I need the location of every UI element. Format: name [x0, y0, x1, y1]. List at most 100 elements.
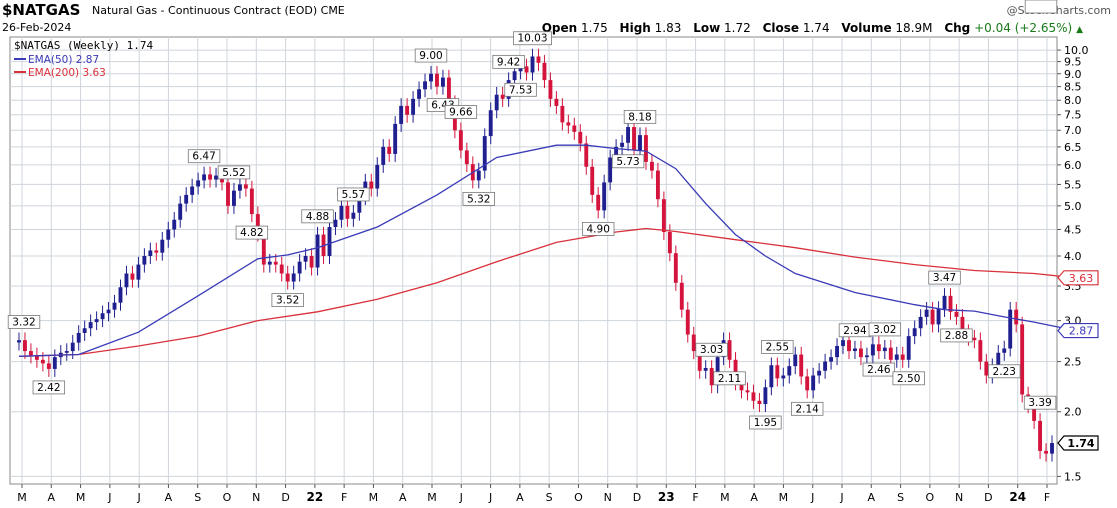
candle-body — [978, 340, 983, 362]
callout-box — [462, 191, 495, 206]
candle-body — [632, 127, 636, 151]
candle-body — [560, 105, 565, 123]
x-tick-label: S — [546, 491, 553, 504]
price-tag-box — [1057, 322, 1099, 339]
low-label: Low — [693, 21, 721, 35]
up-triangle-icon: ▲ — [1076, 25, 1083, 35]
candle-body — [23, 340, 27, 352]
chart-legend: $NATGAS (Weekly) 1.74 EMA(50) 2.87EMA(200… — [14, 39, 153, 79]
candle-body — [697, 351, 702, 371]
price-callout: 5.73 — [611, 154, 645, 169]
candle-body — [918, 316, 923, 329]
instrument-description: Natural Gas - Continuous Contract (EOD) — [92, 4, 318, 17]
candle-body — [88, 322, 93, 329]
candle-body — [387, 146, 392, 154]
callout-value: 5.73 — [616, 156, 639, 168]
candle-body — [823, 361, 828, 371]
callout-value: 2.94 — [843, 325, 867, 337]
candle-body — [494, 94, 499, 111]
price-callout: 3.39 — [1023, 395, 1057, 410]
candle-body — [17, 340, 21, 343]
candle-body — [273, 261, 278, 265]
x-tick-label: M — [17, 491, 27, 504]
candle-body — [357, 197, 362, 213]
x-tick-label: J — [137, 491, 141, 504]
y-tick-label: 8.0 — [1064, 94, 1082, 107]
callout-value: 1.52 — [1029, 0, 1052, 3]
x-tick-label: A — [750, 491, 758, 504]
callout-value: 2.50 — [897, 373, 920, 385]
legend-ema50: EMA(50) 2.87 — [28, 54, 99, 66]
candle-body — [1020, 324, 1025, 395]
candle-body — [464, 150, 469, 165]
x-tick-label: 22 — [307, 490, 324, 504]
candle-body — [40, 359, 45, 364]
candle-body — [614, 146, 619, 158]
candle-body — [381, 146, 386, 165]
callout-box — [235, 225, 269, 240]
candle-body — [757, 400, 762, 405]
candle-body — [644, 135, 648, 162]
y-tick-label: 7.5 — [1064, 109, 1082, 122]
y-tick-label: 5.5 — [1064, 178, 1082, 191]
candle-body — [124, 273, 129, 288]
candle-body — [500, 94, 505, 99]
candle-body — [458, 130, 463, 151]
candle-body — [208, 174, 213, 180]
chart-date: 26-Feb-2024 — [2, 21, 72, 34]
candle-body — [100, 313, 105, 320]
x-tick-label: J — [107, 491, 111, 504]
ema200-line — [18, 227, 1076, 357]
candle-body — [333, 219, 338, 228]
x-tick-label: M — [427, 491, 437, 504]
x-tick-label: N — [252, 491, 260, 504]
candle-body — [793, 354, 798, 367]
candle-body — [267, 261, 272, 265]
callout-box — [892, 371, 925, 386]
x-tick-label: M — [779, 491, 789, 504]
price-tag-value: 3.63 — [1069, 272, 1094, 285]
candle-body — [1032, 405, 1037, 421]
candle-body — [249, 188, 254, 215]
callout-value: 4.90 — [587, 223, 610, 235]
price-callout: 2.11 — [713, 371, 746, 386]
candle-body — [118, 287, 123, 303]
candle-body — [948, 295, 953, 312]
price-callout: 7.53 — [504, 82, 537, 97]
candle-body — [46, 363, 51, 369]
candle-body — [184, 194, 189, 204]
candle-body — [315, 234, 320, 268]
candle-body — [303, 255, 308, 262]
price-callout: 9.00 — [414, 48, 448, 63]
candle-body — [900, 354, 905, 360]
x-tick-label: 24 — [1009, 490, 1026, 504]
y-tick-label: 4.5 — [1064, 224, 1082, 237]
candle-body — [64, 351, 69, 353]
candle-body — [94, 319, 99, 323]
legend-main: $NATGAS (Weekly) 1.74 — [14, 39, 153, 52]
y-tick-label: 2.5 — [1064, 356, 1082, 369]
candle-body — [1038, 420, 1043, 451]
callout-value: 3.52 — [276, 295, 299, 307]
candle-body — [811, 375, 816, 391]
candle-body — [112, 302, 117, 310]
candle-body — [1050, 443, 1054, 454]
callout-box — [790, 401, 824, 416]
plot-area — [9, 36, 1058, 485]
x-tick-label: M — [369, 491, 379, 504]
candle-body — [351, 212, 356, 219]
candle-body — [524, 66, 529, 73]
price-callout: 6.47 — [187, 149, 221, 164]
candle-body — [196, 180, 201, 187]
callout-value: 2.42 — [37, 382, 60, 394]
candle-body — [405, 105, 410, 115]
callout-value: 2.11 — [718, 373, 741, 385]
callout-value: 3.02 — [873, 324, 896, 336]
candle-body — [590, 166, 595, 195]
y-tick-label: 8.5 — [1064, 81, 1082, 94]
close-label: Close — [762, 21, 800, 35]
candle-body — [954, 311, 959, 317]
x-tick-label: D — [633, 491, 641, 504]
callout-box — [301, 209, 334, 224]
